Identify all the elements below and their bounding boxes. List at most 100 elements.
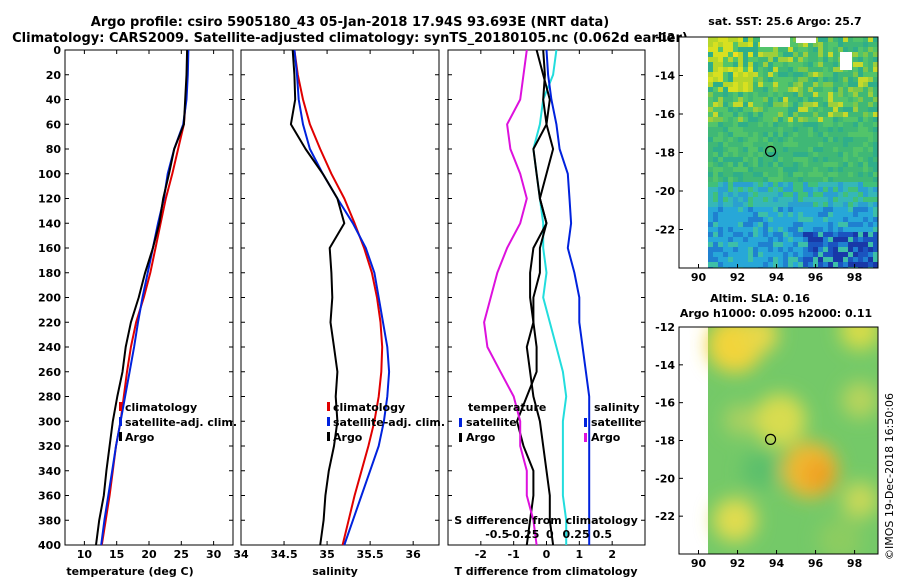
sst-cell [763, 157, 769, 163]
sst-cell [743, 212, 749, 218]
sst-cell [718, 37, 724, 43]
sst-cell [823, 172, 829, 178]
sst-cell [748, 192, 754, 198]
sst-cell [818, 177, 824, 183]
sst-cell [868, 57, 874, 63]
sst-cell [798, 52, 804, 58]
sst-cell [818, 127, 824, 133]
sst-cell [848, 122, 854, 128]
sst-cell [773, 197, 779, 203]
sst-cell [758, 77, 764, 83]
xtick-label: 35.5 [357, 548, 384, 561]
sst-cell [858, 172, 864, 178]
sst-cell [828, 112, 834, 118]
xtick-label: 20 [141, 548, 157, 561]
sst-cell [803, 222, 809, 228]
sst-cell [708, 122, 714, 128]
sst-cell [833, 87, 839, 93]
sst-cell [838, 42, 844, 48]
sst-cell [738, 232, 744, 238]
sst-cell [753, 42, 759, 48]
sst-cell [838, 117, 844, 123]
sst-cell [708, 37, 714, 43]
sst-cell [733, 137, 739, 143]
sst-cell [863, 87, 869, 93]
sst-cell [708, 112, 714, 118]
sst-cell [813, 47, 819, 53]
sst-cell [748, 212, 754, 218]
sst-cell [768, 92, 774, 98]
sst-cell [813, 52, 819, 58]
sst-cell [763, 82, 769, 88]
difference-panel: -2 -1 0 1 2 T difference from climatology S … [447, 49, 646, 578]
sst-cell [798, 112, 804, 118]
sst-cell [748, 147, 754, 153]
sst-cell [783, 262, 789, 268]
sst-cell [873, 232, 878, 238]
sst-cell [778, 102, 784, 108]
sst-cell [823, 152, 829, 158]
sst-cell [713, 187, 719, 193]
sst-cell [728, 222, 734, 228]
sst-cell [743, 117, 749, 123]
sst-cell [773, 87, 779, 93]
ytick-label: 300 [38, 415, 61, 428]
sst-cell [808, 252, 814, 258]
sst-cell [838, 142, 844, 148]
sst-cell [718, 207, 724, 213]
sst-cell [743, 47, 749, 53]
map-xtick-label: 94 [769, 271, 785, 284]
sst-cell [728, 137, 734, 143]
sst-cell [833, 42, 839, 48]
sst-cell [783, 247, 789, 253]
sst-cell [753, 102, 759, 108]
sst-cell [838, 122, 844, 128]
sst-cell [868, 77, 874, 83]
sst-cell [808, 97, 814, 103]
sst-cell [728, 157, 734, 163]
sst-cell [853, 147, 859, 153]
sst-cell [863, 257, 869, 263]
sst-cell [848, 102, 854, 108]
sst-cell [838, 82, 844, 88]
sst-cell [758, 177, 764, 183]
sst-cell [753, 237, 759, 243]
sst-cell [863, 187, 869, 193]
sst-cell [828, 202, 834, 208]
legend-swatch-climatology [119, 402, 122, 411]
sst-cell [823, 167, 829, 173]
sst-cell [868, 92, 874, 98]
sst-cell [848, 257, 854, 263]
sst-cell [863, 62, 869, 68]
sst-cell [808, 82, 814, 88]
sst-cell [708, 197, 714, 203]
sst-cell [873, 142, 878, 148]
sst-cell [798, 127, 804, 133]
sst-cell [733, 152, 739, 158]
sst-cell [843, 82, 849, 88]
sst-cell [823, 237, 829, 243]
sst-cell [733, 47, 739, 53]
sst-cell [728, 42, 734, 48]
sst-cell [863, 252, 869, 258]
sst-cell [818, 187, 824, 193]
sst-cell [713, 52, 719, 58]
sst-cell [798, 207, 804, 213]
sst-cell [778, 152, 784, 158]
sst-cell [768, 82, 774, 88]
sst-cell [808, 132, 814, 138]
sst-cell [758, 112, 764, 118]
sst-cell [868, 172, 874, 178]
sst-cell [833, 107, 839, 113]
sst-cell [808, 87, 814, 93]
sst-cell [733, 212, 739, 218]
sst-cell [863, 107, 869, 113]
sst-cell [868, 177, 874, 183]
sst-cell [788, 92, 794, 98]
sst-cell [858, 232, 864, 238]
sst-cell [738, 37, 744, 43]
sst-cell [768, 112, 774, 118]
sst-cell [868, 197, 874, 203]
xtick-label: -2 [475, 548, 487, 561]
sla-heatmap [679, 327, 878, 554]
